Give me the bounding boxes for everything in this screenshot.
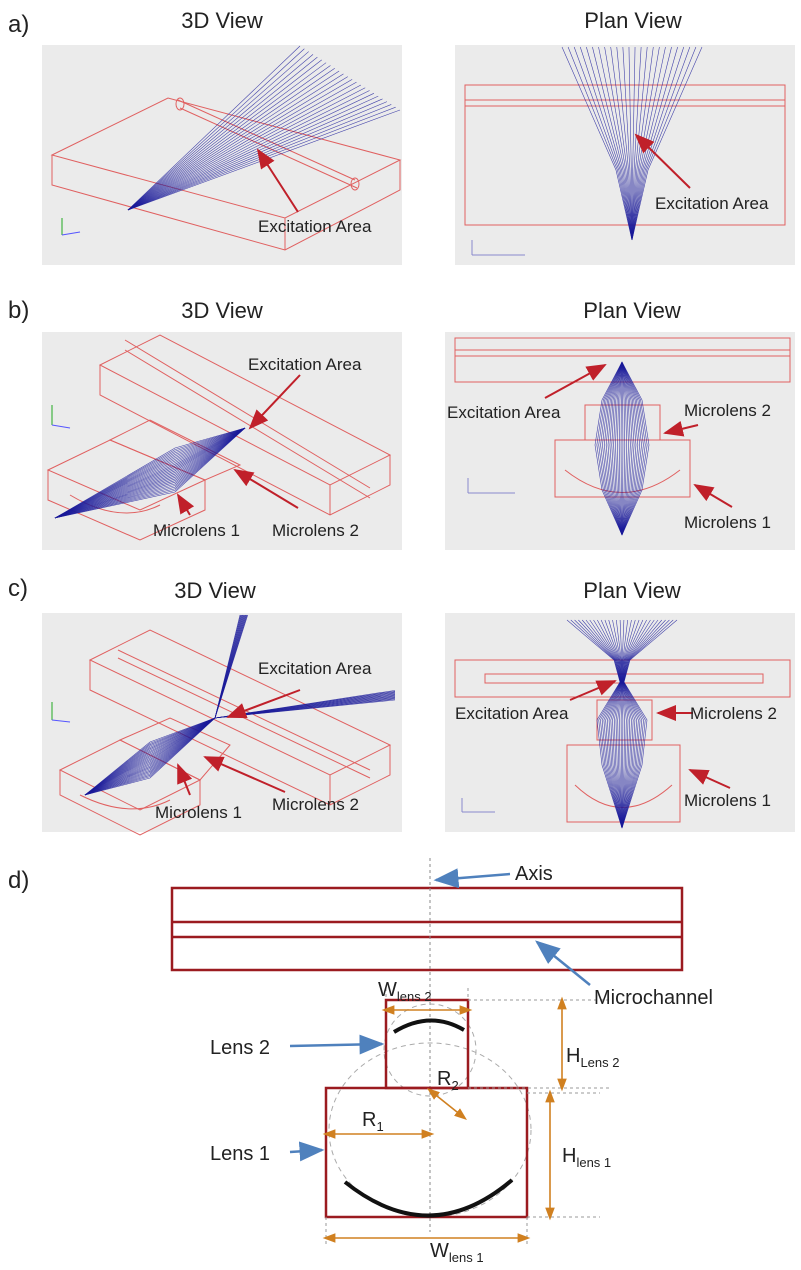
label: Lens 1 [210,1143,270,1165]
annotation: Excitation Area [258,659,372,678]
view-title: Plan View [583,578,681,603]
annotation: Excitation Area [248,355,362,374]
annotation: Microlens 2 [272,795,359,814]
dimension-label: Hlens 1 [562,1145,611,1170]
panel-label: b) [8,297,29,324]
annotation: Microlens 1 [684,513,771,532]
annotation: Excitation Area [655,194,769,213]
panel-label: c) [8,575,28,602]
dimension-label: Wlens 1 [430,1240,484,1265]
annotation: Excitation Area [258,217,372,236]
label: Axis [515,863,553,885]
annotation: Microlens 1 [153,521,240,540]
label: Lens 2 [210,1037,270,1059]
label: Microchannel [594,987,713,1009]
annotation: Microlens 1 [155,803,242,822]
view-title: 3D View [181,8,263,33]
panel-label: a) [8,11,29,38]
figure: a) 3D View Plan View b) 3D View Plan Vie… [0,0,801,1265]
view-title: 3D View [174,578,256,603]
annotation: Microlens 2 [690,704,777,723]
annotation: Excitation Area [455,704,569,723]
dimension-label: HLens 2 [566,1045,620,1070]
view-title: 3D View [181,298,263,323]
panel-label: d) [8,867,29,894]
annotation: Microlens 1 [684,791,771,810]
annotation: Microlens 2 [272,521,359,540]
view-title: Plan View [583,298,681,323]
dimension-label: R1 [362,1109,384,1134]
dimension-label: Wlens 2 [378,979,432,1004]
view-title: Plan View [584,8,682,33]
dimension-label: R2 [437,1068,459,1093]
annotation: Excitation Area [447,403,561,422]
annotation: Microlens 2 [684,401,771,420]
